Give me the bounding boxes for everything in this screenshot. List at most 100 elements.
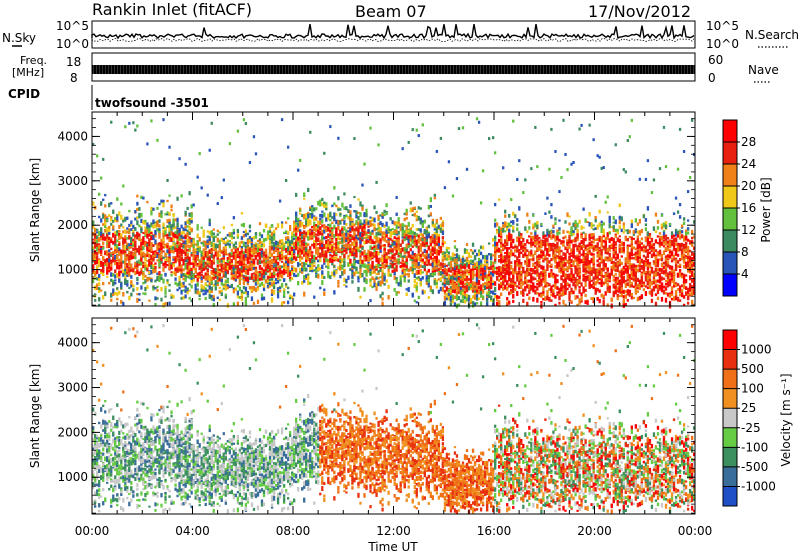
power-cell [255,244,257,247]
power-cell [414,273,416,278]
power-cell [287,251,289,255]
power-cell [203,260,205,263]
power-cell [333,212,335,216]
power-cell [510,242,512,247]
power-cell [458,127,460,130]
power-cell [295,222,297,225]
power-cell [396,249,398,253]
power-cell [444,276,446,278]
power-cell [100,201,102,206]
power-cell [156,273,158,275]
power-cell [166,225,168,228]
power-cell [140,247,142,250]
power-cell [158,250,160,253]
power-cell [377,237,379,240]
power-cell [166,279,168,281]
power-cell [271,297,273,301]
power-cell [154,296,156,300]
power-cell [144,230,146,235]
power-cell [430,273,432,277]
power-cell [271,253,273,257]
power-cell [349,248,351,252]
power-cell [440,277,442,281]
power-cell [311,254,313,259]
power-cell [496,231,498,234]
power-cell [498,248,500,253]
power-cell [140,262,142,266]
power-cell [373,235,375,238]
power-cell [172,213,174,217]
power-cell [333,225,335,230]
power-cell [412,239,414,244]
power-cell [269,251,271,254]
power-cell [504,222,506,225]
power-cell [148,278,150,281]
power-cell [504,230,506,232]
power-cell [297,254,299,257]
power-cell [253,276,255,280]
power-cell [132,284,134,287]
power-cell [287,236,289,239]
power-cell [178,157,180,160]
power-cell [237,295,239,298]
power-cell [494,267,496,270]
power-cell [158,236,160,239]
power-cell [130,281,132,285]
power-cell [317,221,319,226]
power-cell [225,237,227,239]
power-cell [464,285,466,288]
power-cell [138,216,140,219]
power-cell [104,259,106,263]
power-cell [251,266,253,271]
power-cell [134,246,136,248]
power-cell [315,217,317,221]
power-cell [371,252,373,256]
power-cell [148,246,150,249]
power-cell [470,260,472,264]
power-cell [506,239,508,242]
power-cell [146,255,148,257]
power-cell [494,236,496,239]
power-cell [402,223,404,227]
power-cell [243,234,245,237]
power-cell [406,217,408,220]
power-cell [263,264,265,266]
power-cell [353,254,355,257]
power-cell [440,228,442,233]
power-cell [311,226,313,228]
power-cell [426,250,428,253]
power-cell [201,264,203,269]
power-cell [112,226,114,230]
power-cell [195,290,197,293]
power-cell [247,261,249,264]
power-cell [124,266,126,269]
power-cell [223,275,225,277]
power-cell [176,230,178,234]
power-cell [343,284,345,286]
power-cell [462,274,464,279]
power-cell [323,246,325,249]
power-cell [180,249,182,254]
power-cell [178,229,180,233]
power-cell [422,259,424,262]
power-cell [482,169,484,172]
power-cell [146,222,148,226]
power-cell [305,260,307,263]
power-cell [287,243,289,246]
power-cell [400,229,402,231]
power-cell [454,271,456,275]
power-cell [271,224,273,228]
power-cell [369,217,371,219]
power-cell [106,227,108,232]
power-cell [311,270,313,272]
power-cell [478,290,480,294]
power-cell [114,246,116,249]
power-cell [170,209,172,212]
power-cell [428,259,430,261]
power-cell [134,129,136,132]
nave-label: Nave [748,63,779,77]
power-cell [442,259,444,262]
power-cell [207,289,209,292]
power-cell [255,152,257,155]
power-cell [277,223,279,228]
